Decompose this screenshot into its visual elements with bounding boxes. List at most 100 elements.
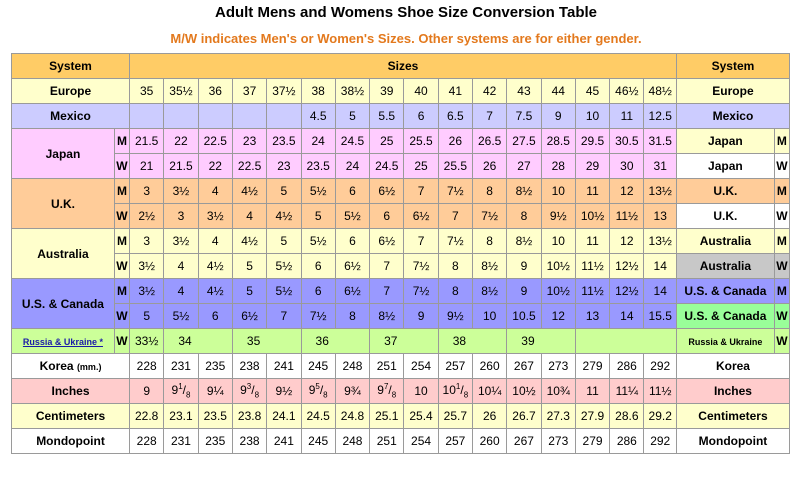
size-cell: 12: [609, 228, 645, 254]
size-cell: 257: [437, 428, 474, 454]
size-cell: 26.7: [506, 403, 542, 429]
table-row: Australia M 3 3½ 4 4½ 5 5½ 6 6½ 7 7½ 8 8½ 10 11 12 13½ Aus…: [11, 228, 791, 279]
size-cell: 7: [369, 278, 405, 304]
size-cell: 42: [471, 78, 508, 104]
size-cell: 6½: [231, 303, 268, 329]
size-cell: [163, 103, 199, 129]
size-cell: 5: [231, 278, 268, 304]
table-row: W 2½ 3 3½ 4 4½ 5 5½ 6 6½ 7 7½ 8 9½ 10½ 11½ 13 U.K. W: [12, 203, 791, 229]
size-cell: 9½: [540, 203, 576, 229]
row-label: Australia: [11, 228, 115, 279]
size-cell: 26: [437, 128, 474, 154]
size-cell: 25: [403, 153, 439, 179]
size-cell: 40: [403, 78, 439, 104]
size-cell: 22.5: [197, 128, 233, 154]
row-label-right: U.S. & Canada: [675, 278, 775, 304]
row-label: Korea (mm.): [10, 353, 131, 379]
size-cell: 25: [369, 128, 405, 154]
size-cell: 4.5: [300, 103, 336, 129]
gender-indicator: W: [113, 303, 131, 329]
size-cell: 4: [197, 178, 233, 204]
gender-indicator-right: W: [773, 328, 791, 354]
gender-indicator-right: M: [773, 278, 791, 304]
size-cell: 8½: [506, 228, 542, 254]
row-label: Inches: [10, 378, 131, 404]
size-cell: 23: [231, 128, 268, 154]
size-cell: 28.5: [540, 128, 576, 154]
size-cell: 24.1: [266, 403, 302, 429]
size-cell: 7: [471, 103, 508, 129]
size-cell: 36: [300, 328, 371, 354]
size-cell: 8½: [471, 278, 508, 304]
size-cell: 5.5: [369, 103, 405, 129]
size-cell: 279: [574, 428, 611, 454]
row-label-right-text: Russia & Ukraine: [688, 337, 763, 347]
size-cell: 27: [506, 153, 542, 179]
size-cell: 48½: [643, 78, 677, 104]
gender-indicator: W: [113, 203, 131, 229]
table-row: W 5 5½ 6 6½ 7 7½ 8 8½ 9 9½ 10 10.5 12 13 14 15.5 U.S. & C…: [12, 303, 791, 329]
size-cell: 29.5: [574, 128, 611, 154]
size-cell: 238: [231, 428, 268, 454]
row-label-text: Mondopoint: [36, 434, 105, 448]
row-label-text: Korea: [39, 359, 74, 373]
russia-ukraine-link[interactable]: Russia & Ukraine *: [22, 337, 103, 347]
size-cell: 11: [574, 228, 611, 254]
size-cell: 3½: [197, 203, 233, 229]
size-cell: 10½: [574, 203, 611, 229]
size-cell: 238: [231, 353, 268, 379]
size-cell: 38: [437, 328, 508, 354]
size-cell: 3½: [163, 228, 199, 254]
size-cell: 14: [609, 303, 645, 329]
size-cell: 38½: [334, 78, 371, 104]
size-cell: 30.5: [609, 128, 645, 154]
row-label-right: Russia & Ukraine: [675, 328, 775, 354]
size-cell: 37: [369, 328, 439, 354]
size-cell: 251: [369, 353, 405, 379]
size-cell: 260: [471, 428, 508, 454]
size-cell: 45: [574, 78, 611, 104]
table-row: Centimeters 22.8 23.1 23.5 23.8 24.1 24.5 24.8 2…: [10, 403, 791, 429]
size-cell: 8: [471, 178, 508, 204]
size-cell: 27.3: [540, 403, 576, 429]
size-cell: 24.5: [300, 403, 336, 429]
size-cell: 25.5: [437, 153, 474, 179]
size-cell: 254: [403, 353, 439, 379]
size-cell: 4: [163, 278, 199, 304]
size-cell: [266, 103, 302, 129]
size-cell: 286: [609, 353, 645, 379]
size-cell: 22: [163, 128, 199, 154]
size-cell: 6: [403, 103, 439, 129]
size-cell: 273: [540, 353, 576, 379]
size-cell: 7½: [437, 178, 474, 204]
size-cell: 9: [129, 378, 165, 404]
size-cell: 3½: [163, 178, 199, 204]
size-cell: 10¾: [540, 378, 576, 404]
size-cell: 7½: [403, 253, 439, 279]
size-cell: 11¼: [609, 378, 645, 404]
size-cell: 273: [540, 428, 576, 454]
size-cell: 25.1: [369, 403, 405, 429]
system-header-right: System: [675, 53, 791, 79]
size-cell: 21.5: [129, 128, 165, 154]
size-cell: 4½: [231, 228, 268, 254]
size-cell: 25.4: [403, 403, 439, 429]
size-cell: 13½: [643, 178, 677, 204]
size-cell: 6: [197, 303, 233, 329]
gender-indicator-right: M: [773, 128, 791, 154]
row-label-text: Europe: [49, 84, 92, 98]
size-cell: 26: [471, 403, 508, 429]
size-cell: 4: [163, 253, 199, 279]
size-cell: 6½: [369, 178, 405, 204]
size-cell: 97/8: [369, 378, 405, 404]
table-row: W 21 21.5 22 22.5 23 23.5 24 24.5 25 25.5 26 27 28 29 3…: [12, 153, 791, 179]
size-cell: 6: [334, 178, 371, 204]
gender-indicator-right: W: [773, 253, 791, 279]
size-cell: 3: [129, 178, 165, 204]
size-cell: 9¼: [197, 378, 233, 404]
row-label-right: Australia: [675, 228, 775, 254]
row-label-right: Australia: [675, 253, 775, 279]
size-cell: 7½: [471, 203, 508, 229]
size-cell: 10.5: [506, 303, 542, 329]
size-cell: 3½: [129, 278, 165, 304]
